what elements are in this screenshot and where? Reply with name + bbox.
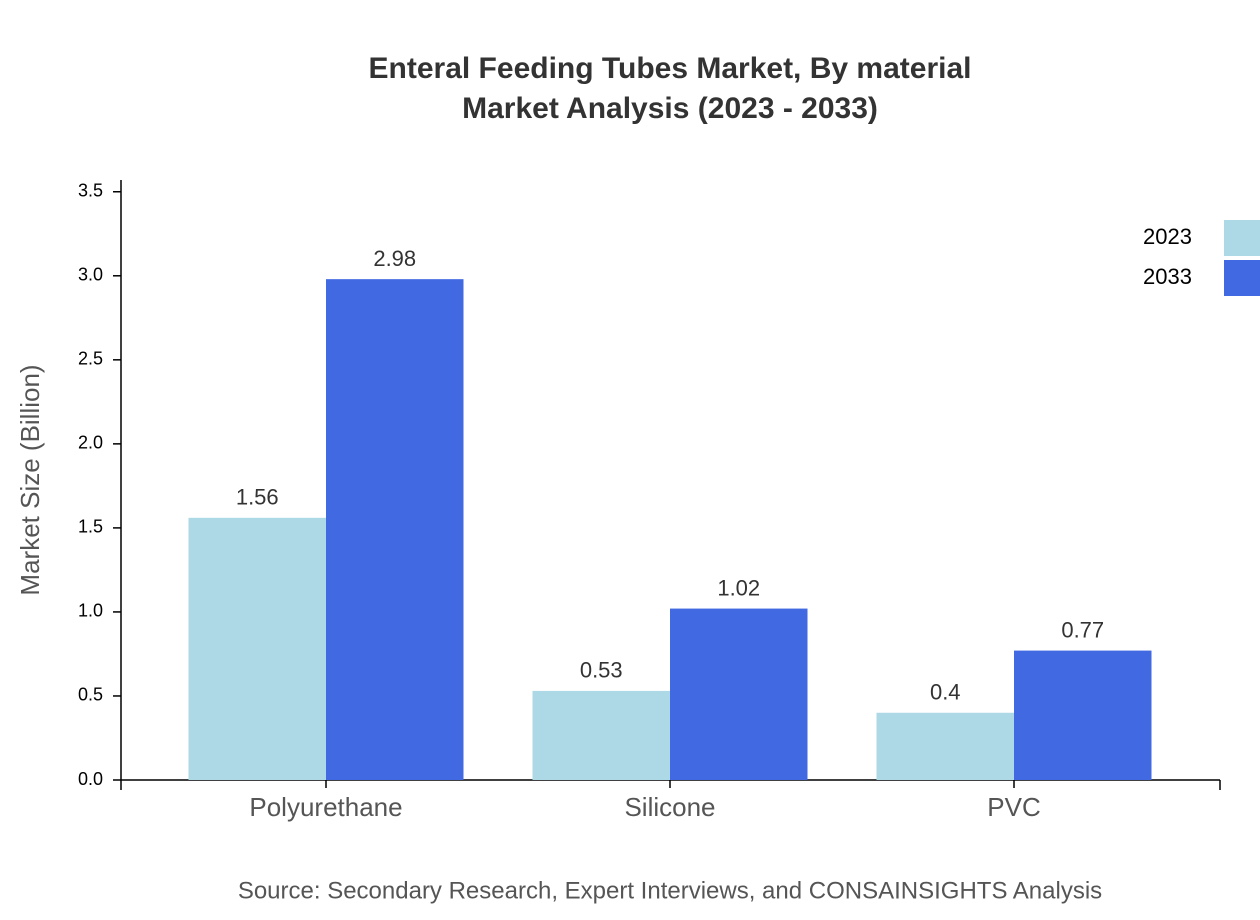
value-label: 1.56 <box>236 485 279 510</box>
chart-subtitle: Market Analysis (2023 - 2033) <box>462 92 878 125</box>
y-tick-label: 0.5 <box>78 685 103 705</box>
bar <box>670 608 808 780</box>
bar <box>188 517 326 780</box>
x-tick-label: Polyurethane <box>249 792 402 822</box>
legend-label: 2033 <box>1143 264 1192 289</box>
y-tick-label: 1.0 <box>78 601 103 621</box>
y-tick-label: 3.5 <box>78 181 103 201</box>
value-label: 0.77 <box>1061 617 1104 642</box>
bar <box>876 712 1014 780</box>
bar <box>1014 650 1152 780</box>
bar <box>326 279 464 780</box>
x-tick-label: Silicone <box>624 792 715 822</box>
value-label: 2.98 <box>373 246 416 271</box>
chart-title: Enteral Feeding Tubes Market, By materia… <box>369 52 972 85</box>
legend-swatch <box>1224 260 1260 296</box>
y-tick-label: 1.5 <box>78 517 103 537</box>
value-label: 1.02 <box>717 575 760 600</box>
bar <box>532 690 670 780</box>
y-axis-label: Market Size (Billion) <box>15 364 45 595</box>
legend-swatch <box>1224 220 1260 256</box>
y-tick-label: 3.0 <box>78 265 103 285</box>
value-label: 0.4 <box>930 680 961 705</box>
value-label: 0.53 <box>580 658 623 683</box>
y-tick-label: 2.5 <box>78 349 103 369</box>
y-tick-label: 2.0 <box>78 433 103 453</box>
x-tick-label: PVC <box>987 792 1040 822</box>
source-note: Source: Secondary Research, Expert Inter… <box>238 877 1102 904</box>
legend-label: 2023 <box>1143 224 1192 249</box>
y-tick-label: 0.0 <box>78 769 103 789</box>
